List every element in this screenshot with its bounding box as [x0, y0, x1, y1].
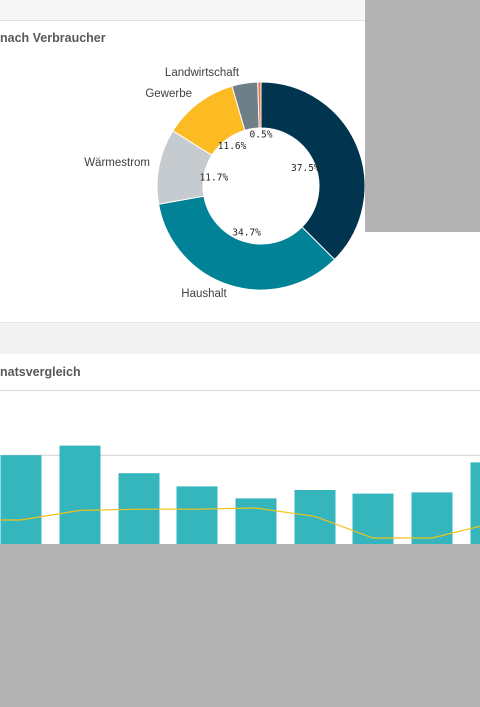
month-comparison-panel: natsvergleich: [0, 354, 480, 544]
bar[interactable]: [176, 486, 218, 544]
donut-slice[interactable]: [257, 81, 262, 129]
bar[interactable]: [411, 492, 453, 544]
consumer-chart-panel: nach Verbraucher 37.5% 34.7% Haushalt 11.7%…: [0, 0, 365, 322]
slice-value-label: 34.7%: [232, 227, 261, 238]
right-blank: [365, 232, 480, 322]
slice-category-label: Haushalt: [181, 288, 227, 300]
donut-chart[interactable]: 37.5% 34.7% Haushalt 11.7% Wärmestrom 11.6% Ge…: [0, 0, 365, 322]
slice-category-label: Gewerbe: [145, 88, 192, 100]
bar[interactable]: [352, 493, 394, 544]
bar[interactable]: [235, 498, 277, 544]
slice-value-label: 11.7%: [200, 172, 229, 183]
bar-chart[interactable]: [0, 354, 480, 544]
panel-separator: [0, 322, 480, 355]
slice-value-label: 11.6%: [218, 141, 247, 152]
title-divider: [0, 390, 480, 391]
slice-category-label: Landwirtschaft: [165, 67, 240, 79]
slice-category-label: Wärmestrom: [84, 157, 150, 169]
chart-title: natsvergleich: [0, 365, 81, 379]
slice-value-label: 37.5%: [291, 163, 320, 174]
right-placeholder: [365, 0, 480, 232]
bar[interactable]: [470, 462, 480, 544]
panel-header-strip: [0, 0, 365, 21]
donut-slice[interactable]: [260, 81, 365, 261]
bar[interactable]: [118, 473, 160, 544]
bar[interactable]: [59, 445, 101, 544]
donut-slice[interactable]: [158, 195, 336, 291]
trend-line[interactable]: [0, 507, 480, 539]
chart-title: nach Verbraucher: [0, 31, 106, 45]
bar[interactable]: [0, 455, 42, 544]
slice-value-label: 0.5%: [250, 130, 273, 141]
bottom-placeholder: [0, 544, 480, 707]
